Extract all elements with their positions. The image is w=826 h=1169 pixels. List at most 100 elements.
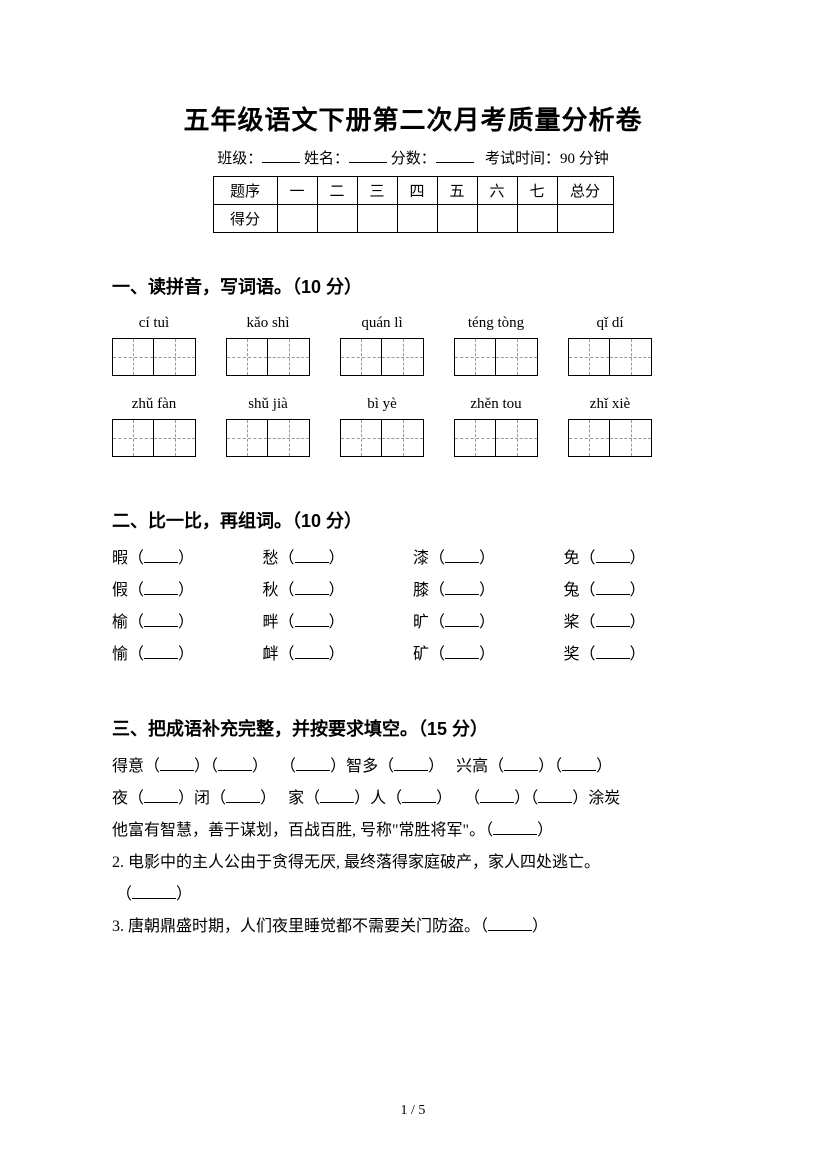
th-seq: 题序 <box>213 177 277 205</box>
td-score-label: 得分 <box>213 205 277 233</box>
word-blank[interactable] <box>295 613 329 627</box>
pinyin-item: bì yè <box>340 396 424 457</box>
q2-cell: 暇（） <box>112 543 263 575</box>
page-title: 五年级语文下册第二次月考质量分析卷 <box>112 100 714 137</box>
q2-row: 榆（） 畔（） 旷（） 桨（） <box>112 607 714 639</box>
word-blank[interactable] <box>445 581 479 595</box>
word-blank[interactable] <box>144 613 178 627</box>
info-line: 班级： 姓名： 分数： 考试时间：90 分钟 <box>112 147 714 168</box>
table-row: 题序 一 二 三 四 五 六 七 总分 <box>213 177 613 205</box>
q2-row: 暇（） 愁（） 漆（） 免（） <box>112 543 714 575</box>
char-box-pair[interactable] <box>226 338 310 376</box>
char-box-pair[interactable] <box>568 338 652 376</box>
idiom-blank[interactable] <box>562 757 596 771</box>
idiom-blank[interactable] <box>296 757 330 771</box>
td-blank[interactable] <box>277 205 317 233</box>
name-label: 姓名： <box>304 151 349 167</box>
sentence-3: 3. 唐朝鼎盛时期，人们夜里睡觉都不需要关门防盗。（） <box>112 911 714 943</box>
idiom-line-1: 得意（）（） （）智多（） 兴高（）（） <box>112 751 714 783</box>
idiom-blank[interactable] <box>504 757 538 771</box>
pinyin-item: zhǔ fàn <box>112 396 196 457</box>
idiom-blank[interactable] <box>218 757 252 771</box>
score-label: 分数： <box>391 151 436 167</box>
pinyin-label: shǔ jià <box>248 396 288 413</box>
td-blank[interactable] <box>357 205 397 233</box>
char-box-pair[interactable] <box>454 419 538 457</box>
word-blank[interactable] <box>295 581 329 595</box>
td-blank[interactable] <box>557 205 613 233</box>
pinyin-row-2: zhǔ fàn shǔ jià bì yè zhěn tou zhǐ xiè <box>112 396 714 457</box>
q2-cell: 桨（） <box>564 607 715 639</box>
char-box-pair[interactable] <box>454 338 538 376</box>
word-blank[interactable] <box>445 645 479 659</box>
q2-cell: 秋（） <box>263 575 414 607</box>
q2-cell: 愉（） <box>112 639 263 671</box>
td-blank[interactable] <box>397 205 437 233</box>
word-blank[interactable] <box>596 581 630 595</box>
q2-cell: 漆（） <box>413 543 564 575</box>
pinyin-item: quán lì <box>340 315 424 376</box>
pinyin-label: kǎo shì <box>247 315 290 332</box>
td-blank[interactable] <box>517 205 557 233</box>
q2-cell: 旷（） <box>413 607 564 639</box>
pinyin-item: cí tuì <box>112 315 196 376</box>
td-blank[interactable] <box>437 205 477 233</box>
th-7: 七 <box>517 177 557 205</box>
word-blank[interactable] <box>295 645 329 659</box>
word-blank[interactable] <box>596 645 630 659</box>
th-4: 四 <box>397 177 437 205</box>
answer-blank[interactable] <box>488 917 532 931</box>
idiom-blank[interactable] <box>402 789 436 803</box>
q2-cell: 免（） <box>564 543 715 575</box>
pinyin-label: zhěn tou <box>470 396 521 413</box>
q2-cell: 矿（） <box>413 639 564 671</box>
word-blank[interactable] <box>295 549 329 563</box>
word-blank[interactable] <box>144 549 178 563</box>
th-3: 三 <box>357 177 397 205</box>
time-label: 考试时间：90 分钟 <box>485 151 609 167</box>
class-blank[interactable] <box>262 148 300 163</box>
q2-row: 愉（） 衅（） 矿（） 奖（） <box>112 639 714 671</box>
answer-blank[interactable] <box>132 885 176 899</box>
td-blank[interactable] <box>317 205 357 233</box>
td-blank[interactable] <box>477 205 517 233</box>
idiom-blank[interactable] <box>160 757 194 771</box>
char-box-pair[interactable] <box>568 419 652 457</box>
word-blank[interactable] <box>445 549 479 563</box>
q2-cell: 兔（） <box>564 575 715 607</box>
name-blank[interactable] <box>349 148 387 163</box>
q2-cell: 奖（） <box>564 639 715 671</box>
word-blank[interactable] <box>596 613 630 627</box>
th-5: 五 <box>437 177 477 205</box>
idiom-blank[interactable] <box>320 789 354 803</box>
th-6: 六 <box>477 177 517 205</box>
idiom-line-2: 夜（）闭（） 家（）人（） （）（）涂炭 <box>112 783 714 815</box>
score-blank[interactable] <box>436 148 474 163</box>
pinyin-label: bì yè <box>367 396 397 413</box>
pinyin-row-1: cí tuì kǎo shì quán lì téng tòng qǐ dí <box>112 315 714 376</box>
word-blank[interactable] <box>144 581 178 595</box>
table-row: 得分 <box>213 205 613 233</box>
idiom-blank[interactable] <box>538 789 572 803</box>
section3-title: 三、把成语补充完整，并按要求填空。（15 分） <box>112 715 714 741</box>
answer-blank[interactable] <box>493 821 537 835</box>
char-box-pair[interactable] <box>340 338 424 376</box>
char-box-pair[interactable] <box>112 338 196 376</box>
word-blank[interactable] <box>445 613 479 627</box>
word-blank[interactable] <box>596 549 630 563</box>
section1-title: 一、读拼音，写词语。（10 分） <box>112 273 714 299</box>
word-blank[interactable] <box>144 645 178 659</box>
char-box-pair[interactable] <box>112 419 196 457</box>
section3-body: 得意（）（） （）智多（） 兴高（）（） 夜（）闭（） 家（）人（） （）（）涂… <box>112 751 714 943</box>
char-box-pair[interactable] <box>226 419 310 457</box>
pinyin-item: shǔ jià <box>226 396 310 457</box>
q2-cell: 衅（） <box>263 639 414 671</box>
idiom-blank[interactable] <box>144 789 178 803</box>
idiom-blank[interactable] <box>394 757 428 771</box>
sentence-2: 2. 电影中的主人公由于贪得无厌, 最终落得家庭破产，家人四处逃亡。 <box>112 847 714 879</box>
idiom-blank[interactable] <box>226 789 260 803</box>
char-box-pair[interactable] <box>340 419 424 457</box>
idiom-blank[interactable] <box>480 789 514 803</box>
sentence-2-blank: （） <box>112 879 714 911</box>
q2-cell: 假（） <box>112 575 263 607</box>
